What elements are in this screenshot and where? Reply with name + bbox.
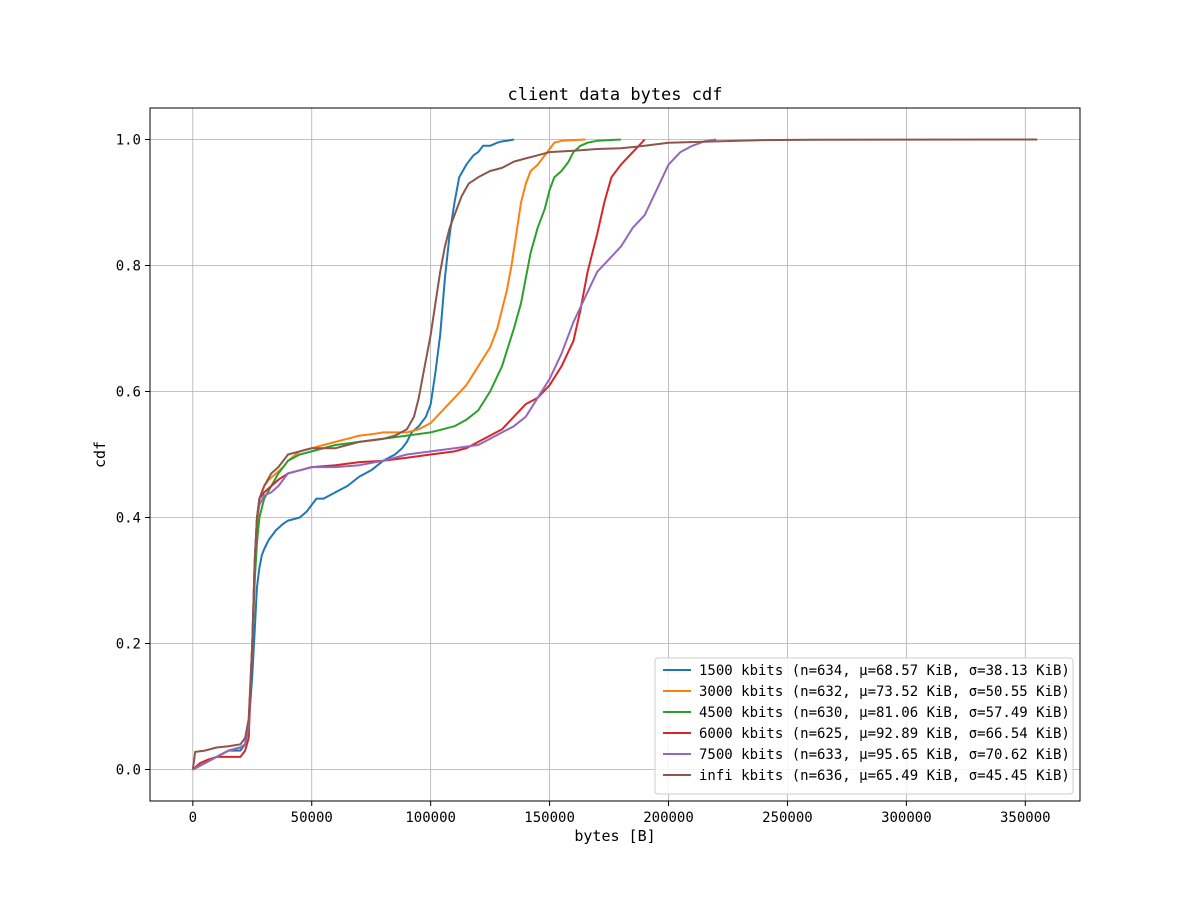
legend-box (654, 657, 1074, 795)
tick-layer: 0 50000 100000 150000 200000 250000 300000 3500… (116, 133, 1051, 827)
legend-entry: 6000 kbits (n=625, μ=92.89 KiB, σ=66.54 … (699, 726, 1070, 742)
plot-frame (149, 107, 1081, 802)
x-tick-label: 250000 (762, 810, 813, 826)
y-tick-label: 0.6 (116, 385, 141, 401)
y-tick-label: 0.8 (116, 259, 141, 275)
series-line-0 (192, 138, 515, 771)
legend-entry: 1500 kbits (n=634, μ=68.57 KiB, σ=38.13 … (699, 663, 1070, 679)
y-tick-label: 1.0 (116, 133, 141, 149)
x-tick-label: 50000 (291, 810, 333, 826)
x-tick-label: 100000 (405, 810, 456, 826)
series-line-5 (191, 138, 1038, 770)
x-tick-label: 150000 (524, 810, 575, 826)
x-axis-label: bytes [B] (574, 827, 655, 845)
legend-entry: 7500 kbits (n=633, μ=95.65 KiB, σ=70.62 … (699, 747, 1070, 763)
legend: 1500 kbits (n=634, μ=68.57 KiB, σ=38.13 … (654, 657, 1074, 795)
y-axis-label: cdf (91, 441, 109, 468)
legend-entry: 3000 kbits (n=632, μ=73.52 KiB, σ=50.55 … (699, 684, 1070, 700)
legend-entry: 4500 kbits (n=630, μ=81.06 KiB, σ=57.49 … (699, 705, 1070, 721)
y-tick-label: 0.0 (116, 763, 141, 779)
x-tick-label: 300000 (881, 810, 932, 826)
chart-title: client data bytes cdf (508, 85, 723, 105)
series-layer (191, 138, 1038, 771)
x-tick-label: 0 (189, 810, 197, 826)
legend-entry: infi kbits (n=636, μ=65.49 KiB, σ=45.45 … (699, 768, 1070, 784)
y-tick-label: 0.2 (116, 637, 141, 653)
x-tick-label: 350000 (1000, 810, 1051, 826)
y-tick-label: 0.4 (116, 511, 141, 527)
x-tick-label: 200000 (643, 810, 694, 826)
